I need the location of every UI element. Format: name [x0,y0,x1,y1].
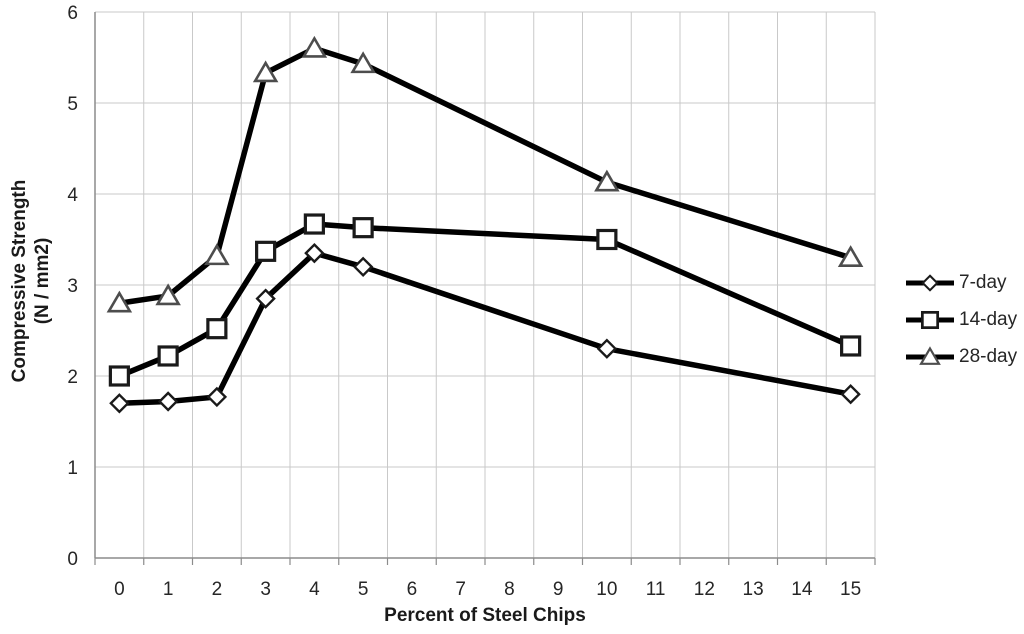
marker-square [596,228,618,251]
marker-square [206,318,228,340]
marker-square [255,240,277,262]
legend-marker-triangle [906,346,954,365]
x-tick-label: 8 [504,579,515,600]
marker-diamond [304,242,325,264]
marker-diamond [255,288,276,309]
marker-triangle [106,290,133,313]
y-tick-label: 5 [67,94,78,115]
marker-diamond [596,338,618,359]
marker-triangle [301,35,328,58]
legend-marker-diamond [906,274,954,292]
x-tick-label: 14 [791,579,813,600]
y-tick-label: 4 [67,185,78,206]
marker-diamond [840,384,861,405]
legend-marker-square [906,310,954,330]
x-tick-label: 9 [553,579,564,600]
legend-label: 28-day [959,346,1018,367]
marker-diamond [921,274,939,292]
marker-triangle [204,243,230,266]
marker-triangle [155,283,181,306]
x-tick-label: 7 [455,579,466,600]
marker-square [840,335,862,357]
y-tick-label: 0 [67,549,78,570]
x-tick-label: 6 [407,579,418,600]
marker-diamond [206,386,228,408]
legend-item-14-day: 14-day [906,308,1017,332]
marker-square [352,217,374,239]
x-tick-label: 0 [114,579,125,600]
marker-square [303,213,325,235]
marker-square [920,310,940,330]
marker-square [157,345,179,367]
marker-triangle [350,51,376,74]
x-tick-label: 12 [694,579,715,600]
y-tick-label: 2 [67,367,78,388]
legend: 7-day 14-day 28-day [906,271,1017,369]
x-tick-label: 10 [596,579,617,600]
x-axis-title: Percent of Steel Chips [384,605,586,626]
marker-diamond [157,391,179,412]
marker-triangle [594,169,620,192]
x-tick-label: 5 [358,579,369,600]
y-axis-title: Compressive Strength (N / mm2) [8,180,54,383]
x-tick-label: 13 [743,579,764,600]
marker-triangle [252,60,279,83]
legend-item-7-day: 7-day [906,271,1017,295]
marker-diamond [352,256,374,277]
y-tick-label: 6 [67,3,78,24]
legend-label: 14-day [959,309,1018,330]
x-tick-label: 1 [163,579,174,600]
series-line-28-day [116,45,854,306]
x-tick-label: 4 [309,579,320,600]
y-tick-label: 3 [67,276,78,297]
x-tick-label: 2 [212,579,223,600]
marker-square [108,365,130,387]
legend-item-28-day: 28-day [906,345,1017,369]
y-axis-title-line2: (N / mm2) [32,237,53,325]
x-tick-label: 11 [646,579,666,600]
x-tick-label: 3 [260,579,271,600]
marker-diamond [109,393,130,414]
marker-triangle [919,346,941,365]
legend-label: 7-day [959,272,1007,293]
marker-triangle [837,245,864,267]
y-tick-label: 1 [67,458,78,479]
x-tick-label: 15 [840,579,861,600]
y-axis-title-line1: Compressive Strength [9,179,30,383]
